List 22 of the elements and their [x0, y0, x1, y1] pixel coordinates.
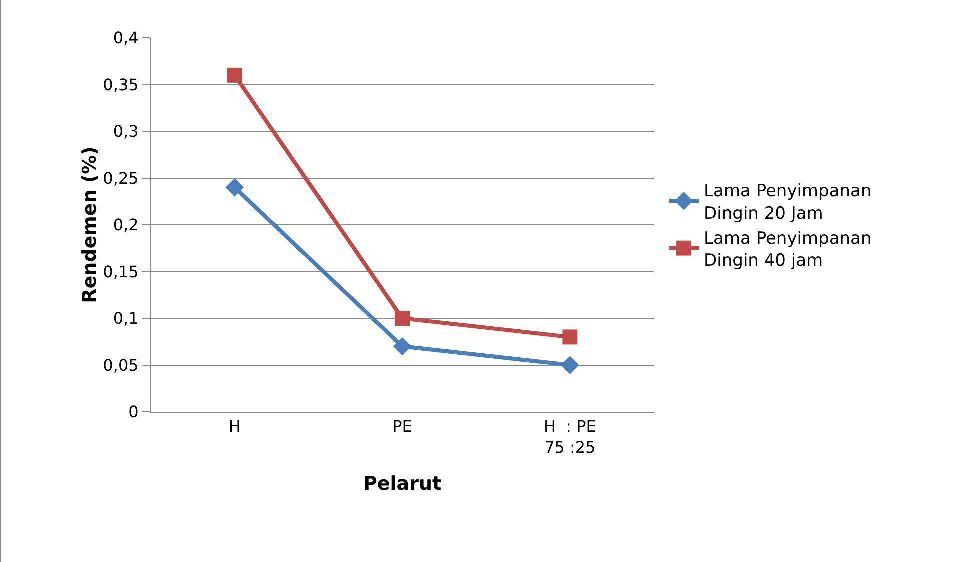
point [226, 178, 244, 197]
y-tick-label: 0,1 [113, 309, 139, 328]
y-tick-label: 0 [128, 402, 139, 422]
y-tick-label: 0,15 [103, 262, 139, 282]
y-tick-label: 0,2 [113, 216, 139, 235]
point [227, 68, 242, 83]
y-tick-label: 0,25 [103, 168, 139, 188]
y-tick-label: 0,3 [113, 122, 139, 142]
point [395, 311, 410, 326]
x-tick-label: H [228, 417, 241, 436]
point [393, 337, 412, 356]
x-axis-title: Pelarut [363, 472, 442, 495]
legend-label: Lama Penyimpanan Dingin 40 jam [704, 228, 872, 271]
y-axis-title: Rendemen (%) [79, 146, 102, 304]
point [562, 330, 578, 345]
legend-label: Lama Penyimpanan Dingin 20 Jam [704, 182, 872, 224]
y-tick-label: 0,05 [103, 356, 139, 375]
x-tick-label: PE [392, 417, 412, 436]
point [561, 356, 580, 374]
x-tick-label: H : PE 75 :25 [544, 417, 596, 457]
y-tick-label: 0,4 [113, 28, 139, 48]
y-tick-label: 0,35 [103, 75, 139, 94]
